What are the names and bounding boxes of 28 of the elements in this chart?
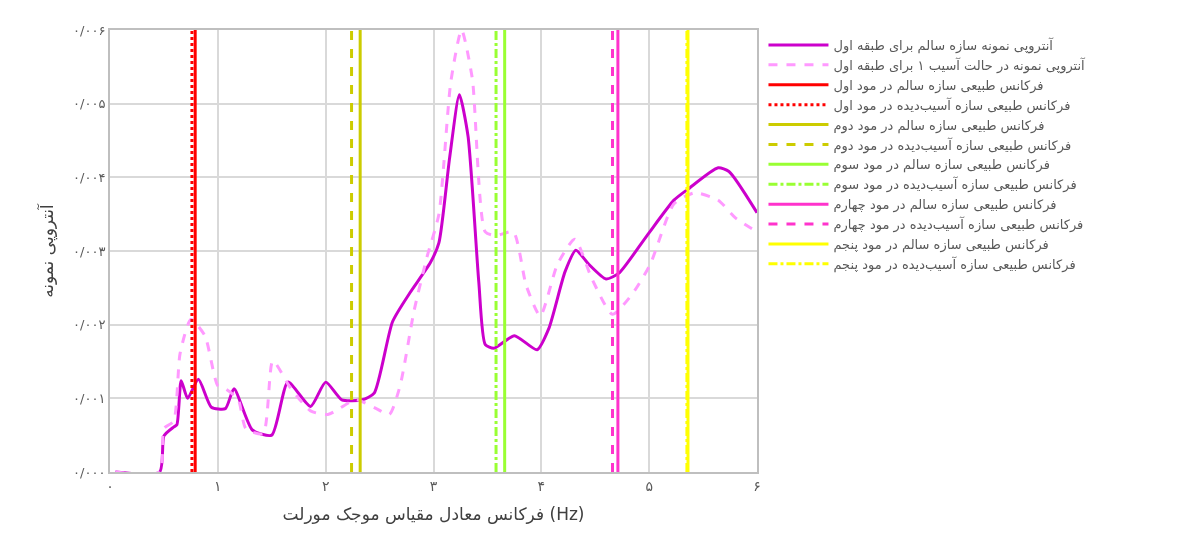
legend-label: آنتروپی نمونه سازه سالم برای طبقه اول	[833, 37, 1055, 55]
legend-label: آنتروپی نمونه در حالت آسیب ۱ برای طبقه اول	[833, 56, 1087, 74]
legend-label: فرکانس طبیعی سازه آسیب‌دیده در مود سوم	[833, 176, 1077, 194]
x-tick-label: ۰	[106, 477, 114, 494]
x-tick-label: ۱	[214, 477, 222, 494]
x-tick-label: ۵	[645, 477, 653, 494]
y-tick-label: ۰/۰۰۴	[73, 169, 106, 185]
legend-label: فرکانس طبیعی سازه سالم در مود اول	[833, 77, 1044, 94]
y-tick-label: ۰/۰۰۰	[73, 464, 106, 480]
legend-label: فرکانس طبیعی سازه سالم در مود دوم	[833, 117, 1045, 134]
x-axis-title: فرکانس معادل مقیاس موجک مورلت (Hz)	[282, 503, 585, 524]
legend-label: فرکانس طبیعی سازه سالم در مود چهارم	[833, 197, 1057, 214]
legend-label: فرکانس طبیعی سازه آسیب‌دیده در مود چهارم	[833, 216, 1084, 234]
legend-label: فرکانس طبیعی سازه سالم در مود سوم	[833, 157, 1050, 174]
y-axis-title: آنتروپی نمونه	[36, 202, 59, 298]
legend-label: فرکانس طبیعی سازه آسیب‌دیده در مود دوم	[833, 136, 1072, 154]
y-tick-label: ۰/۰۰۵	[73, 96, 106, 112]
y-tick-label: ۰/۰۰۳	[73, 243, 106, 259]
legend-label: فرکانس طبیعی سازه آسیب‌دیده در مود پنجم	[833, 255, 1076, 273]
y-tick-label: ۰/۰۰۱	[73, 390, 106, 406]
legend-label: فرکانس طبیعی سازه آسیب‌دیده در مود اول	[833, 96, 1071, 114]
y-tick-label: ۰/۰۰۲	[73, 317, 106, 333]
x-tick-label: ۳	[429, 477, 438, 494]
x-tick-label: ۶	[753, 477, 761, 494]
x-tick-label: ۲	[321, 477, 330, 494]
legend-label: فرکانس طبیعی سازه سالم در مود پنجم	[833, 237, 1049, 254]
x-tick-label: ۴	[537, 477, 546, 494]
y-tick-label: ۰/۰۰۶	[73, 22, 106, 38]
